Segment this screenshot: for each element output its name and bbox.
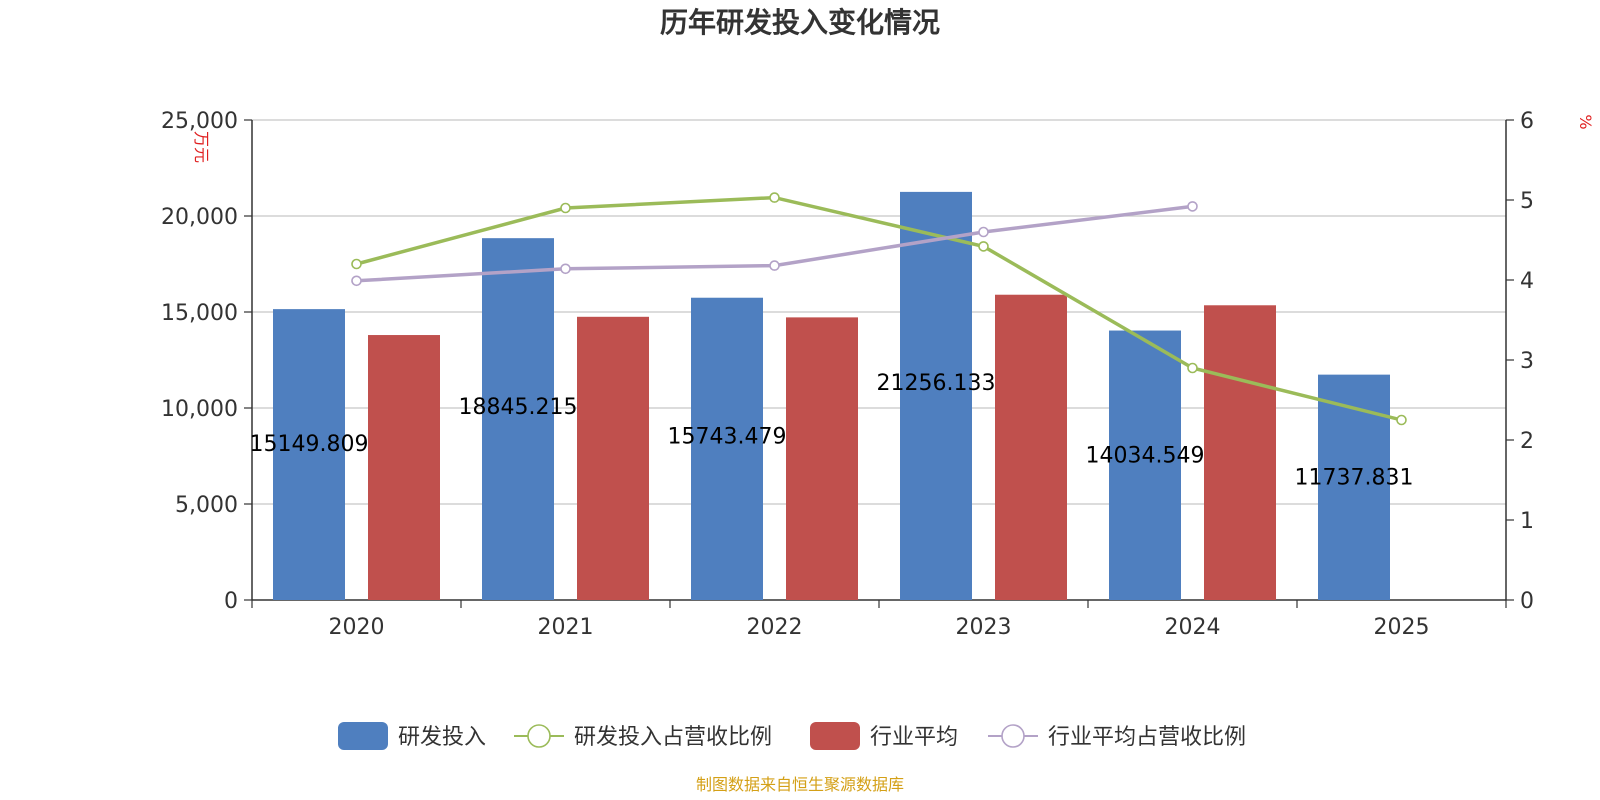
y-left-tick-label: 0: [224, 589, 238, 614]
y-right-tick-label: 4: [1520, 269, 1534, 294]
y-right-unit-label: %: [1576, 114, 1595, 129]
line-point: [351, 258, 362, 270]
x-tick-label: 2025: [1374, 615, 1430, 640]
line-point: [1187, 201, 1198, 212]
line-point: [560, 202, 571, 214]
data-label: 11737.831: [1295, 466, 1414, 491]
bar: [786, 317, 858, 600]
bar: [1318, 374, 1390, 600]
y-left-unit-label: 万元: [192, 131, 211, 163]
line-point: [769, 192, 780, 203]
chart-title: 历年研发投入变化情况: [660, 6, 940, 39]
series-line: [356, 195, 1402, 422]
x-tick-label: 2024: [1165, 615, 1221, 640]
y-left-tick-label: 10,000: [161, 397, 238, 422]
y-left-tick-label: 5,000: [175, 493, 238, 518]
y-right-tick-label: 2: [1520, 429, 1534, 454]
y-right-tick-label: 0: [1520, 589, 1534, 614]
line-point: [978, 241, 989, 252]
y-right-tick-label: 5: [1520, 189, 1534, 214]
x-tick-label: 2023: [956, 615, 1012, 640]
source-note: 制图数据来自恒生聚源数据库: [696, 775, 904, 794]
legend-label[interactable]: 行业平均: [870, 725, 958, 750]
x-tick-label: 2022: [747, 615, 803, 640]
legend-swatch[interactable]: [338, 722, 388, 750]
data-label: 15149.809: [250, 432, 369, 457]
axes: 0 5,000 10,000 15,000 20,000 25,000 0 1 2 3 4 5 6 202…: [161, 109, 1534, 640]
data-label: 21256.133: [877, 371, 996, 396]
legend-label[interactable]: 研发投入占营收比例: [574, 725, 772, 750]
y-left-tick-label: 20,000: [161, 205, 238, 230]
line-point: [978, 226, 989, 238]
bar: [577, 316, 649, 600]
data-label: 15743.479: [668, 425, 787, 450]
bar-series: [273, 191, 1390, 600]
legend-swatch-marker[interactable]: [527, 724, 551, 748]
x-tick-label: 2021: [538, 615, 594, 640]
data-label: 18845.215: [459, 395, 578, 420]
line-point: [1187, 362, 1198, 374]
bar: [1109, 330, 1181, 600]
line-point: [769, 260, 780, 271]
line-point: [560, 263, 571, 275]
bar: [273, 309, 345, 600]
y-right-tick-label: 6: [1520, 109, 1534, 134]
legend-label[interactable]: 行业平均占营收比例: [1048, 725, 1246, 750]
legend-label[interactable]: 研发投入: [398, 725, 486, 750]
y-right-tick-label: 3: [1520, 349, 1534, 374]
x-tick-label: 2020: [329, 615, 385, 640]
bar: [482, 238, 554, 600]
y-left-tick-label: 25,000: [161, 109, 238, 134]
bar: [900, 191, 972, 600]
line-point: [351, 275, 362, 287]
bar: [691, 297, 763, 600]
y-left-tick-label: 15,000: [161, 301, 238, 326]
grid-lines: [252, 119, 1506, 505]
data-labels: 15149.809 18845.215 15743.479 21256.133 1403…: [250, 371, 1414, 491]
line-series: [351, 192, 1407, 426]
data-label: 14034.549: [1086, 444, 1205, 469]
y-right-tick-label: 1: [1520, 509, 1534, 534]
legend-swatch-marker[interactable]: [1001, 724, 1025, 748]
bar: [368, 335, 440, 600]
bar: [995, 294, 1067, 600]
legend: 研发投入 研发投入占营收比例 行业平均 行业平均占营收比例: [338, 722, 1246, 750]
legend-swatch[interactable]: [810, 722, 860, 750]
bar: [1204, 305, 1276, 600]
line-point: [1396, 414, 1407, 426]
